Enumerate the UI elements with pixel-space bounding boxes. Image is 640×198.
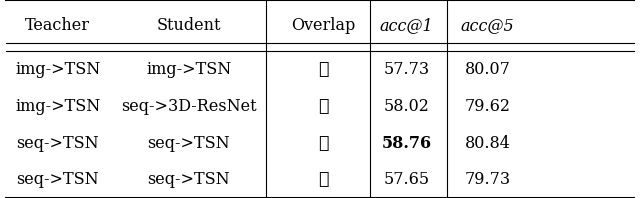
Text: ✓: ✓	[318, 98, 328, 115]
Text: seq->TSN: seq->TSN	[16, 171, 99, 188]
Text: img->TSN: img->TSN	[15, 98, 100, 115]
Text: img->TSN: img->TSN	[146, 61, 232, 78]
Text: seq->TSN: seq->TSN	[147, 171, 230, 188]
Text: acc@5: acc@5	[461, 17, 515, 34]
Text: 57.65: 57.65	[383, 171, 429, 188]
Text: 79.73: 79.73	[465, 171, 511, 188]
Text: seq->3D-ResNet: seq->3D-ResNet	[121, 98, 257, 115]
Text: 80.84: 80.84	[465, 135, 511, 151]
Text: Teacher: Teacher	[25, 17, 90, 34]
Text: ✓: ✓	[318, 135, 328, 151]
Text: seq->TSN: seq->TSN	[147, 135, 230, 151]
Text: 58.02: 58.02	[383, 98, 429, 115]
Text: ✗: ✗	[318, 171, 328, 188]
Text: Student: Student	[157, 17, 221, 34]
Text: 80.07: 80.07	[465, 61, 511, 78]
Text: seq->TSN: seq->TSN	[16, 135, 99, 151]
Text: img->TSN: img->TSN	[15, 61, 100, 78]
Text: 79.62: 79.62	[465, 98, 511, 115]
Text: acc@1: acc@1	[380, 17, 433, 34]
Text: 57.73: 57.73	[383, 61, 429, 78]
Text: Overlap: Overlap	[291, 17, 355, 34]
Text: 58.76: 58.76	[381, 135, 431, 151]
Text: ✓: ✓	[318, 61, 328, 78]
